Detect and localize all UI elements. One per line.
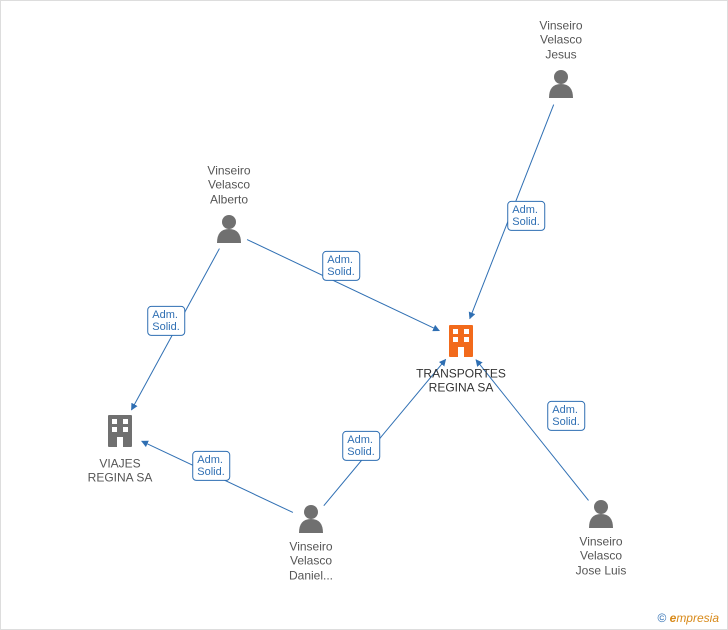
- copyright-symbol: ©: [657, 611, 666, 625]
- node: TRANSPORTES REGINA SA: [416, 367, 506, 396]
- node-label: Vinseiro Velasco Jesus: [539, 18, 582, 61]
- node: VIAJES REGINA SA: [88, 457, 153, 486]
- diagram-svg: [1, 1, 728, 630]
- node-label: VIAJES REGINA SA: [88, 457, 153, 486]
- person-icon: [549, 70, 573, 98]
- edge-label: Adm. Solid.: [322, 251, 360, 281]
- brand-name: empresia: [670, 611, 719, 625]
- diagram-canvas: Adm. Solid. Adm. Solid. Adm. Solid. Adm. So…: [0, 0, 728, 630]
- person-icon: [589, 500, 613, 528]
- footer-attribution: © empresia: [657, 611, 719, 625]
- node: Vinseiro Velasco Daniel...: [289, 539, 333, 582]
- edge-label: Adm. Solid.: [192, 451, 230, 481]
- node-label: Vinseiro Velasco Jose Luis: [576, 534, 627, 577]
- building-icon: [449, 325, 473, 357]
- node: Vinseiro Velasco Alberto: [207, 163, 250, 206]
- node: Vinseiro Velasco Jesus: [539, 18, 582, 61]
- node-label: Vinseiro Velasco Daniel...: [289, 539, 333, 582]
- building-icon: [108, 415, 132, 447]
- node-label: TRANSPORTES REGINA SA: [416, 367, 506, 396]
- node: Vinseiro Velasco Jose Luis: [576, 534, 627, 577]
- edge-label: Adm. Solid.: [507, 201, 545, 231]
- edge-label: Adm. Solid.: [342, 431, 380, 461]
- person-icon: [299, 505, 323, 533]
- edge-label: Adm. Solid.: [147, 306, 185, 336]
- node-label: Vinseiro Velasco Alberto: [207, 163, 250, 206]
- edge-label: Adm. Solid.: [547, 401, 585, 431]
- person-icon: [217, 215, 241, 243]
